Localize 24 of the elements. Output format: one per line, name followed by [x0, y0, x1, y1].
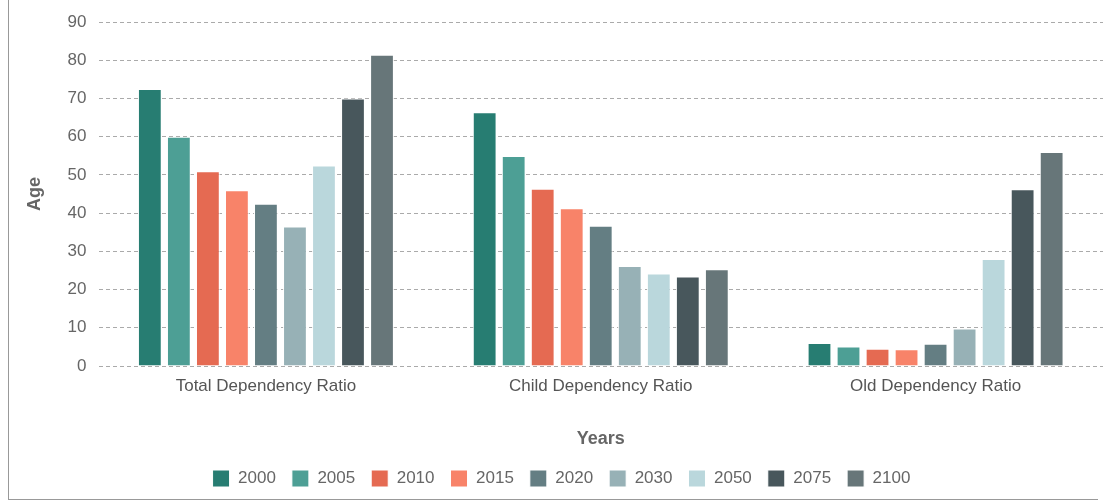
x-tick-label: Child Dependency Ratio	[509, 375, 693, 395]
y-tick-label: 90	[67, 11, 87, 31]
y-tick-label: 30	[67, 241, 87, 261]
legend-label: 2075	[793, 468, 832, 488]
x-tick-label: Old Dependency Ratio	[850, 375, 1022, 395]
legend-label: 2015	[476, 468, 514, 488]
legend-label: 2100	[872, 468, 911, 488]
y-tick-label: 40	[67, 202, 87, 222]
y-tick-label: 70	[67, 88, 87, 108]
legend-label: 2050	[713, 468, 752, 488]
legend-label: 2010	[396, 468, 435, 488]
y-tick-label: 10	[67, 317, 87, 337]
x-tick-label: Total Dependency Ratio	[175, 375, 357, 395]
x-axis-title: Years	[576, 428, 625, 449]
y-tick-label: 20	[67, 279, 87, 299]
legend-label: 2030	[634, 468, 673, 488]
legend-label: 2000	[238, 468, 276, 488]
legend-label: 2005	[317, 468, 356, 488]
y-tick-label: 0	[77, 355, 87, 375]
legend-label: 2020	[555, 468, 594, 488]
y-tick-label: 80	[67, 50, 87, 70]
y-tick-label: 50	[67, 164, 87, 184]
y-tick-label: 60	[67, 126, 87, 146]
y-axis-title: Age	[23, 177, 44, 212]
